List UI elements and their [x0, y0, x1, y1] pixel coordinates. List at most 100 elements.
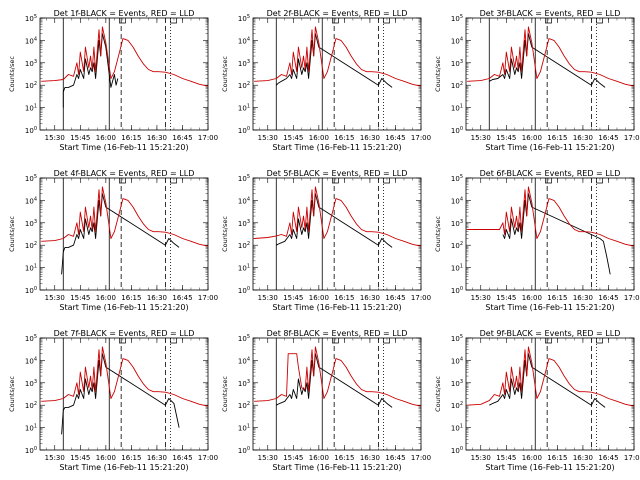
x-tick-label: 15:30	[45, 294, 65, 302]
y-axis-label: Counts/sec	[221, 376, 229, 412]
y-tick-label: 102	[238, 81, 250, 90]
x-tick-label: 16:30	[147, 294, 167, 302]
top-marker	[332, 18, 339, 24]
x-tick-label: 16:45	[172, 454, 192, 462]
x-tick-label: 16:30	[573, 454, 593, 462]
series-events-line	[275, 33, 393, 88]
chart-title: Det 2f-BLACK = Events, RED = LLD	[267, 9, 408, 18]
x-tick-label: 16:30	[360, 134, 380, 142]
x-tick-label: 17:00	[624, 294, 640, 302]
y-tick-label: 100	[238, 446, 250, 455]
series-lld-line	[467, 346, 635, 407]
x-tick-label: 16:00	[522, 134, 542, 142]
x-tick-label: 15:30	[45, 134, 65, 142]
x-tick-label: 16:15	[334, 454, 354, 462]
y-tick-label: 103	[25, 219, 37, 228]
top-marker	[119, 178, 126, 184]
x-tick-label: 16:00	[522, 454, 542, 462]
x-tick-label: 17:00	[198, 294, 218, 302]
x-tick-label: 16:45	[598, 454, 618, 462]
y-tick-label: 105	[238, 14, 250, 23]
x-tick-label: 15:45	[283, 294, 303, 302]
y-tick-label: 105	[238, 334, 250, 343]
x-tick-label: 17:00	[411, 134, 431, 142]
x-tick-label: 17:00	[198, 454, 218, 462]
x-tick-label: 15:45	[70, 454, 90, 462]
x-tick-label: 15:45	[496, 294, 516, 302]
series-lld-line	[41, 26, 209, 87]
x-axis-label: Start Time (16-Feb-11 15:21:20)	[485, 303, 614, 312]
y-tick-label: 101	[451, 264, 463, 273]
x-tick-label: 16:00	[309, 294, 329, 302]
top-marker	[170, 178, 177, 184]
chart-panel-4: Det 4f-BLACK = Events, RED = LLD 100 101 10…	[8, 169, 218, 312]
series-events-line	[502, 193, 611, 275]
top-marker	[545, 18, 552, 24]
y-tick-label: 101	[25, 104, 37, 113]
top-marker	[332, 338, 339, 344]
x-tick-label: 16:15	[334, 294, 354, 302]
plot-frame	[39, 337, 209, 451]
x-tick-label: 15:30	[258, 454, 278, 462]
x-tick-label: 15:30	[258, 294, 278, 302]
y-tick-label: 100	[238, 286, 250, 295]
series-lld-line	[254, 346, 422, 407]
y-tick-label: 103	[451, 379, 463, 388]
x-axis-label: Start Time (16-Feb-11 15:21:20)	[272, 463, 401, 472]
plot-frame	[252, 337, 422, 451]
chart-panel-8: Det 8f-BLACK = Events, RED = LLD 100 101 10…	[221, 329, 431, 472]
top-marker	[545, 338, 552, 344]
x-tick-label: 16:45	[385, 454, 405, 462]
chart-title: Det 4f-BLACK = Events, RED = LLD	[54, 169, 195, 178]
x-tick-label: 16:30	[573, 134, 593, 142]
series-events-line	[489, 353, 606, 408]
chart-title: Det 6f-BLACK = Events, RED = LLD	[480, 169, 621, 178]
chart-panel-2: Det 2f-BLACK = Events, RED = LLD 100 101 10…	[221, 9, 431, 152]
y-tick-label: 101	[238, 424, 250, 433]
top-marker	[596, 18, 603, 24]
x-tick-label: 15:30	[471, 294, 491, 302]
top-marker	[170, 338, 177, 344]
y-tick-label: 105	[25, 174, 37, 183]
plot-frame	[465, 177, 635, 291]
x-tick-label: 16:15	[547, 294, 567, 302]
plot-frame	[252, 177, 422, 291]
top-marker	[383, 338, 390, 344]
y-axis-label: Counts/sec	[221, 56, 229, 92]
y-tick-label: 104	[238, 356, 250, 365]
x-tick-label: 15:30	[471, 134, 491, 142]
y-tick-label: 103	[238, 59, 250, 68]
y-tick-label: 103	[238, 379, 250, 388]
x-tick-label: 16:15	[121, 294, 141, 302]
x-axis-label: Start Time (16-Feb-11 15:21:20)	[59, 303, 188, 312]
y-tick-label: 105	[451, 14, 463, 23]
x-tick-label: 16:30	[573, 294, 593, 302]
x-tick-label: 16:00	[522, 294, 542, 302]
series-lld-line	[254, 26, 422, 87]
series-events-line	[276, 353, 393, 408]
x-tick-label: 16:30	[360, 454, 380, 462]
x-tick-label: 16:30	[147, 134, 167, 142]
x-tick-label: 16:15	[121, 454, 141, 462]
x-tick-label: 16:15	[334, 134, 354, 142]
x-tick-label: 16:45	[598, 134, 618, 142]
x-tick-label: 17:00	[411, 454, 431, 462]
y-tick-label: 101	[238, 104, 250, 113]
y-tick-label: 103	[451, 219, 463, 228]
y-tick-label: 104	[238, 36, 250, 45]
y-axis-label: Counts/sec	[8, 216, 16, 252]
y-tick-label: 102	[451, 241, 463, 250]
x-axis-label: Start Time (16-Feb-11 15:21:20)	[485, 143, 614, 152]
series-events-line	[62, 33, 119, 108]
y-axis-label: Counts/sec	[8, 56, 16, 92]
x-tick-label: 17:00	[411, 294, 431, 302]
y-tick-label: 102	[451, 401, 463, 410]
y-tick-label: 105	[25, 14, 37, 23]
chart-panel-6: Det 6f-BLACK = Events, RED = LLD 100 101 10…	[434, 169, 640, 312]
y-tick-label: 100	[25, 286, 37, 295]
y-axis-label: Counts/sec	[434, 376, 442, 412]
y-tick-label: 105	[238, 174, 250, 183]
y-tick-label: 102	[451, 81, 463, 90]
y-tick-label: 105	[451, 334, 463, 343]
